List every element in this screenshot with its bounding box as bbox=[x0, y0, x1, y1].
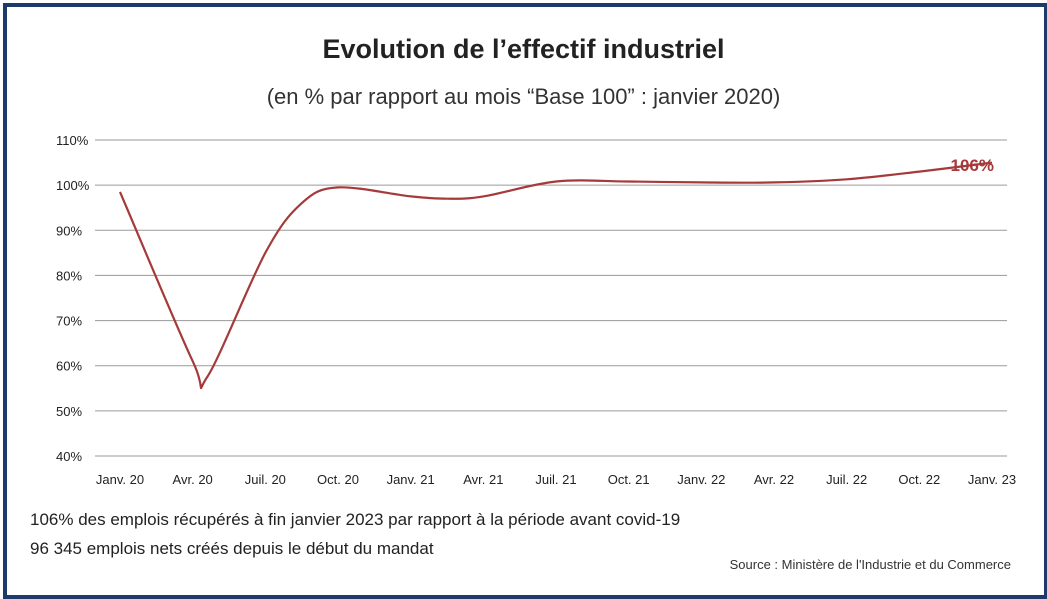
y-tick-label: 50% bbox=[56, 404, 82, 419]
x-tick-label: Juil. 22 bbox=[826, 472, 867, 487]
x-tick-label: Avr. 22 bbox=[754, 472, 794, 487]
x-tick-label: Oct. 20 bbox=[317, 472, 359, 487]
x-tick-label: Oct. 22 bbox=[898, 472, 940, 487]
chart-frame bbox=[3, 3, 1047, 599]
y-tick-label: 40% bbox=[56, 449, 82, 464]
y-tick-label: 110% bbox=[56, 133, 89, 148]
x-tick-label: Janv. 20 bbox=[96, 472, 144, 487]
x-tick-label: Oct. 21 bbox=[608, 472, 650, 487]
x-tick-label: Avr. 20 bbox=[173, 472, 213, 487]
end-value-label: 106% bbox=[951, 156, 994, 175]
x-tick-label: Juil. 21 bbox=[535, 472, 576, 487]
x-tick-label: Avr. 21 bbox=[463, 472, 503, 487]
source-note: Source : Ministère de l'Industrie et du … bbox=[729, 557, 1011, 572]
summary-note-jobs: 96 345 emplois nets créés depuis le débu… bbox=[30, 539, 434, 558]
y-tick-label: 100% bbox=[56, 178, 90, 193]
x-tick-label: Janv. 22 bbox=[677, 472, 725, 487]
y-tick-label: 70% bbox=[56, 314, 82, 329]
x-tick-label: Juil. 20 bbox=[245, 472, 286, 487]
y-tick-label: 90% bbox=[56, 223, 82, 238]
series-line bbox=[118, 161, 993, 390]
summary-note-recovery: 106% des emplois récupérés à fin janvier… bbox=[30, 510, 681, 529]
chart-subtitle: (en % par rapport au mois “Base 100” : j… bbox=[266, 84, 781, 109]
x-tick-label: Janv. 23 bbox=[968, 472, 1016, 487]
chart-title: Evolution de l’effectif industriel bbox=[322, 34, 725, 64]
y-tick-label: 80% bbox=[56, 268, 82, 283]
y-tick-label: 60% bbox=[56, 359, 82, 374]
x-tick-label: Janv. 21 bbox=[387, 472, 435, 487]
